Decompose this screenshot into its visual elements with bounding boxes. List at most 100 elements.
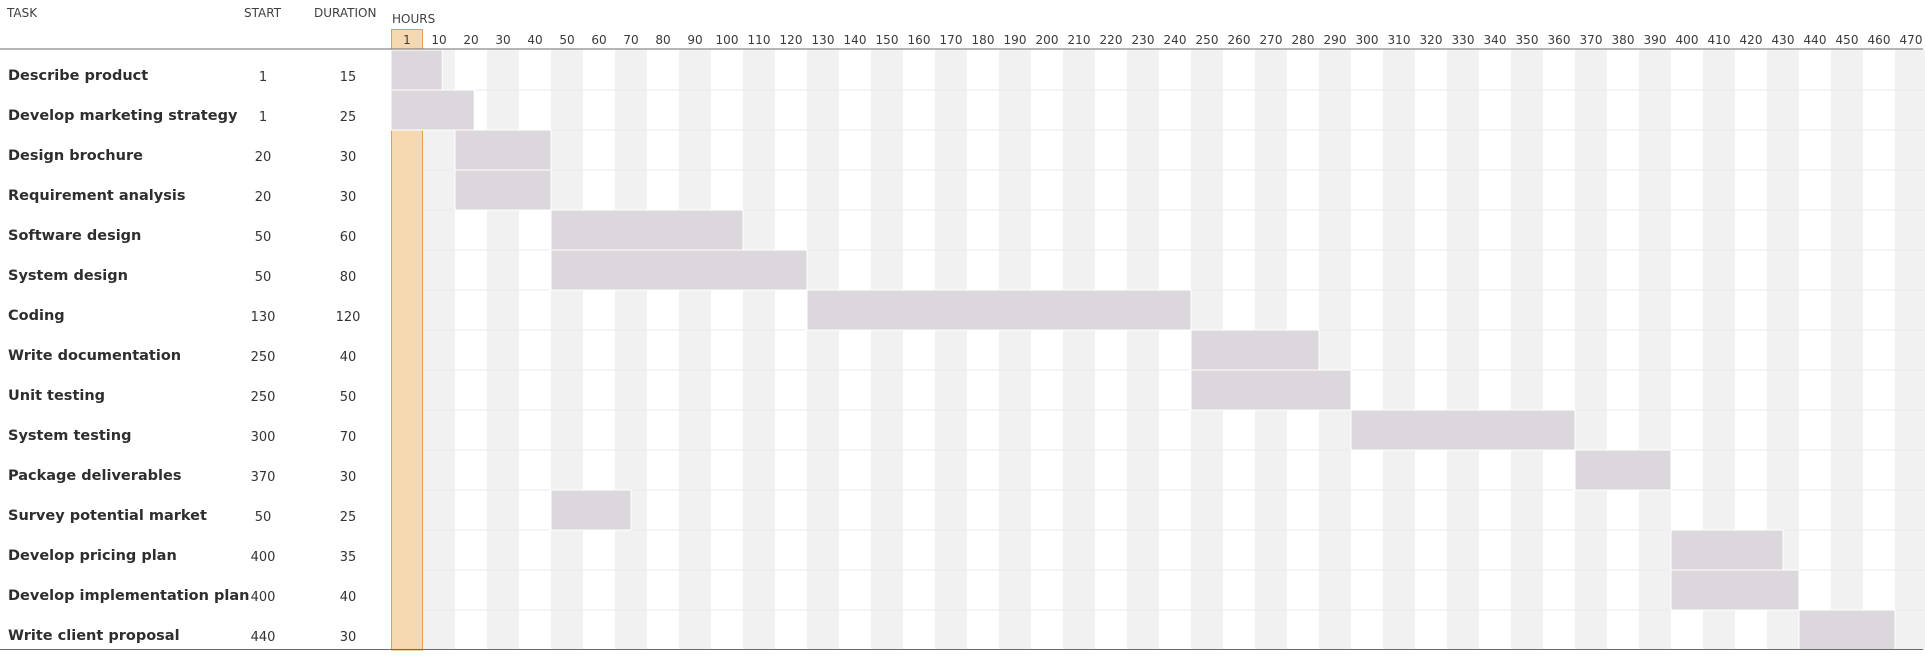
table-row: Develop implementation plan 400 40 bbox=[0, 578, 395, 618]
task-duration: 70 bbox=[339, 430, 357, 445]
task-bar bbox=[1190, 329, 1320, 371]
hour-tick-label: 120 bbox=[780, 33, 803, 47]
task-bar bbox=[1574, 449, 1672, 491]
hour-tick-label: 350 bbox=[1516, 33, 1539, 47]
hour-tick-label: 310 bbox=[1388, 33, 1411, 47]
task-start: 370 bbox=[250, 470, 276, 485]
hour-tick-label: 60 bbox=[591, 33, 606, 47]
hour-tick-label: 170 bbox=[940, 33, 963, 47]
task-name: Design brochure bbox=[8, 148, 143, 164]
task-start: 50 bbox=[254, 510, 272, 525]
table-row: Package deliverables 370 30 bbox=[0, 458, 395, 498]
hour-tick-label: 150 bbox=[876, 33, 899, 47]
task-bar bbox=[1670, 569, 1800, 611]
column-stripe bbox=[935, 50, 967, 650]
task-name: Write client proposal bbox=[8, 628, 180, 644]
task-name: Describe product bbox=[8, 68, 149, 84]
task-bar bbox=[1350, 409, 1576, 451]
task-duration: 25 bbox=[339, 510, 357, 525]
column-stripe bbox=[1575, 50, 1607, 650]
task-name: Develop implementation plan bbox=[8, 588, 250, 604]
task-bar bbox=[1190, 369, 1352, 411]
task-name: System testing bbox=[8, 428, 132, 444]
hour-tick-label: 430 bbox=[1772, 33, 1795, 47]
task-name: Requirement analysis bbox=[8, 188, 186, 204]
hour-tick-label: 450 bbox=[1836, 33, 1859, 47]
hour-tick-label: 470 bbox=[1900, 33, 1923, 47]
column-stripe bbox=[615, 50, 647, 650]
hour-tick-label: 460 bbox=[1868, 33, 1891, 47]
hour-tick-label: 390 bbox=[1644, 33, 1667, 47]
hour-tick-label: 210 bbox=[1068, 33, 1091, 47]
task-start: 440 bbox=[250, 630, 276, 645]
task-duration: 30 bbox=[339, 470, 357, 485]
hour-tick-label: 160 bbox=[908, 33, 931, 47]
column-stripe bbox=[1319, 50, 1351, 650]
task-start: 250 bbox=[250, 350, 276, 365]
hour-tick-label: 420 bbox=[1740, 33, 1763, 47]
task-bar bbox=[550, 209, 744, 251]
hour-tick-label: 1 bbox=[403, 33, 411, 47]
hours-label: HOURS bbox=[392, 12, 436, 26]
column-stripe bbox=[1831, 50, 1863, 650]
hour-tick-label: 80 bbox=[655, 33, 670, 47]
hour-tick-label: 440 bbox=[1804, 33, 1827, 47]
task-name: Write documentation bbox=[8, 348, 182, 364]
table-row: Write documentation 250 40 bbox=[0, 338, 395, 378]
hour-tick-label: 300 bbox=[1356, 33, 1379, 47]
hour-tick-label: 100 bbox=[716, 33, 739, 47]
hour-tick-label: 110 bbox=[748, 33, 771, 47]
task-name: System design bbox=[8, 268, 128, 284]
task-bar bbox=[1798, 609, 1896, 651]
hour-tick-label: 340 bbox=[1484, 33, 1507, 47]
hour-tick-label: 380 bbox=[1612, 33, 1635, 47]
task-name: Coding bbox=[8, 308, 65, 324]
task-duration: 40 bbox=[339, 350, 357, 365]
task-bar bbox=[454, 169, 552, 211]
hour-tick-label: 360 bbox=[1548, 33, 1571, 47]
task-start: 300 bbox=[250, 430, 276, 445]
task-name: Software design bbox=[8, 228, 142, 244]
current-hour-column bbox=[391, 29, 423, 651]
task-duration: 80 bbox=[339, 270, 357, 285]
hour-tick-label: 270 bbox=[1260, 33, 1283, 47]
task-start: 1 bbox=[258, 110, 268, 125]
hour-tick-label: 220 bbox=[1100, 33, 1123, 47]
table-row: Develop marketing strategy 1 25 bbox=[0, 98, 395, 138]
hour-tick-label: 130 bbox=[812, 33, 835, 47]
column-stripe bbox=[1511, 50, 1543, 650]
table-row: System design 50 80 bbox=[0, 258, 395, 298]
hour-tick-label: 70 bbox=[623, 33, 638, 47]
task-start: 1 bbox=[258, 70, 268, 85]
task-name: Develop marketing strategy bbox=[8, 108, 238, 124]
hour-tick-label: 90 bbox=[687, 33, 702, 47]
task-name: Develop pricing plan bbox=[8, 548, 177, 564]
table-row: Unit testing 250 50 bbox=[0, 378, 395, 418]
task-duration: 30 bbox=[339, 190, 357, 205]
hour-tick-label: 400 bbox=[1676, 33, 1699, 47]
column-stripe bbox=[1127, 50, 1159, 650]
task-start: 400 bbox=[250, 590, 276, 605]
hour-tick-label: 50 bbox=[559, 33, 574, 47]
task-start: 50 bbox=[254, 270, 272, 285]
hour-tick-label: 190 bbox=[1004, 33, 1027, 47]
task-duration: 25 bbox=[339, 110, 357, 125]
column-stripe bbox=[871, 50, 903, 650]
task-start: 20 bbox=[254, 150, 272, 165]
table-row: Coding 130 120 bbox=[0, 298, 395, 338]
task-start: 130 bbox=[250, 310, 276, 325]
table-row: Survey potential market 50 25 bbox=[0, 498, 395, 538]
task-bar bbox=[390, 89, 475, 131]
hour-tick-label: 20 bbox=[463, 33, 478, 47]
table-row: Software design 50 60 bbox=[0, 218, 395, 258]
column-stripe bbox=[1063, 50, 1095, 650]
hour-tick-label: 30 bbox=[495, 33, 510, 47]
column-stripe bbox=[1895, 50, 1925, 650]
hour-tick-label: 410 bbox=[1708, 33, 1731, 47]
task-duration: 15 bbox=[339, 70, 357, 85]
table-row: Describe product 1 15 bbox=[0, 58, 395, 98]
column-stripe bbox=[807, 50, 839, 650]
task-start: 250 bbox=[250, 390, 276, 405]
task-duration: 120 bbox=[335, 310, 361, 325]
hour-tick-label: 40 bbox=[527, 33, 542, 47]
